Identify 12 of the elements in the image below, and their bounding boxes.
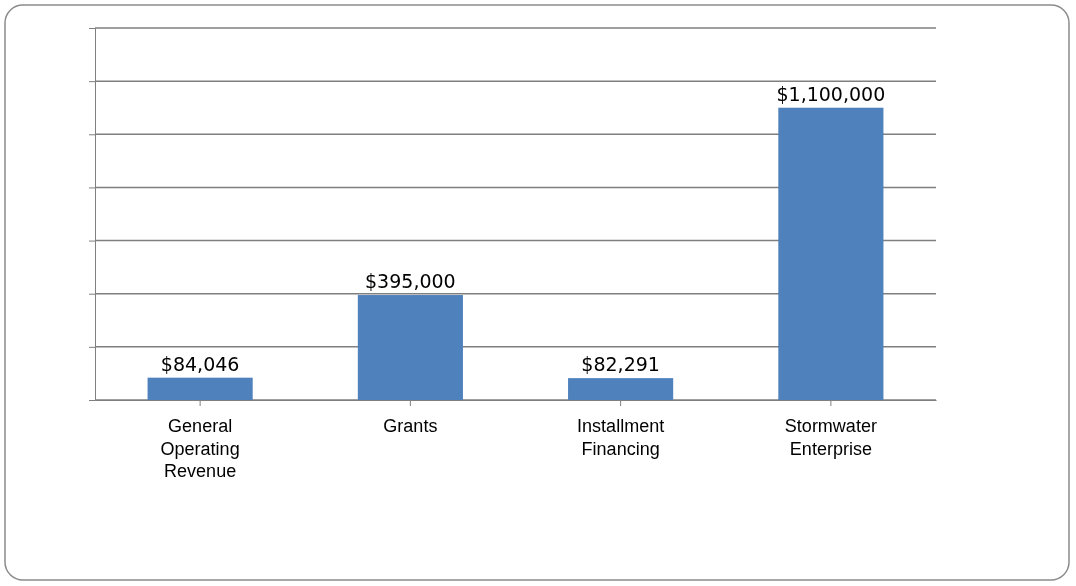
x-tick-label: Grants bbox=[383, 416, 438, 437]
data-label: $395,000 bbox=[365, 270, 456, 293]
data-label: $1,100,000 bbox=[776, 82, 886, 105]
data-label: $84,046 bbox=[160, 352, 240, 375]
bar bbox=[778, 107, 884, 400]
x-tick-label: Installment Financing bbox=[577, 416, 665, 459]
data-label: $82,291 bbox=[581, 353, 660, 376]
bar bbox=[568, 378, 674, 400]
bar bbox=[147, 377, 253, 400]
bar bbox=[357, 295, 463, 400]
x-tick-label: General Operating Revenue bbox=[160, 416, 240, 482]
x-tick-label: Stormwater Enterprise bbox=[784, 416, 877, 459]
